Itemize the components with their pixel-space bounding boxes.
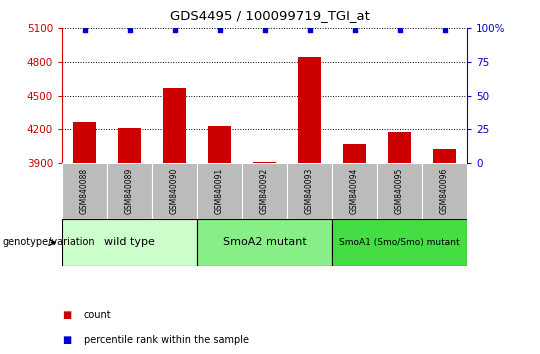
Text: GSM840094: GSM840094 — [350, 168, 359, 215]
Bar — [332, 163, 377, 219]
Text: ■: ■ — [62, 310, 71, 320]
Point — [125, 27, 134, 33]
Text: GSM840095: GSM840095 — [395, 168, 404, 215]
Bar — [62, 219, 197, 266]
Text: percentile rank within the sample: percentile rank within the sample — [84, 335, 249, 345]
Point — [305, 27, 314, 33]
Bar — [152, 163, 197, 219]
Text: GSM840089: GSM840089 — [125, 168, 134, 214]
Text: ■: ■ — [62, 335, 71, 345]
Bar — [388, 132, 411, 163]
Bar — [163, 88, 186, 163]
Point — [440, 27, 449, 33]
Text: genotype/variation: genotype/variation — [3, 238, 96, 247]
Bar — [299, 57, 321, 163]
Text: count: count — [84, 310, 111, 320]
Text: GSM840096: GSM840096 — [440, 168, 449, 215]
Text: GSM840090: GSM840090 — [170, 168, 179, 215]
Text: SmoA2 mutant: SmoA2 mutant — [222, 238, 307, 247]
Text: GSM840091: GSM840091 — [215, 168, 224, 214]
Bar — [107, 163, 152, 219]
Bar — [343, 144, 366, 163]
Bar — [253, 162, 276, 163]
Point — [215, 27, 224, 33]
Text: GSM840092: GSM840092 — [260, 168, 269, 214]
Text: GSM840088: GSM840088 — [80, 168, 89, 214]
Text: GDS4495 / 100099719_TGI_at: GDS4495 / 100099719_TGI_at — [170, 9, 370, 22]
Point — [395, 27, 404, 33]
Bar — [197, 219, 332, 266]
Text: GSM840093: GSM840093 — [305, 168, 314, 215]
Bar — [208, 126, 231, 163]
Bar — [434, 149, 456, 163]
Bar — [287, 163, 332, 219]
Text: SmoA1 (Smo/Smo) mutant: SmoA1 (Smo/Smo) mutant — [339, 238, 460, 247]
Text: wild type: wild type — [104, 238, 155, 247]
Bar — [62, 163, 107, 219]
Bar — [377, 163, 422, 219]
Bar — [73, 122, 96, 163]
Point — [260, 27, 269, 33]
Point — [80, 27, 89, 33]
Bar — [118, 128, 141, 163]
Bar — [242, 163, 287, 219]
Point — [350, 27, 359, 33]
Point — [170, 27, 179, 33]
Bar — [422, 163, 467, 219]
Bar — [332, 219, 467, 266]
Bar — [197, 163, 242, 219]
